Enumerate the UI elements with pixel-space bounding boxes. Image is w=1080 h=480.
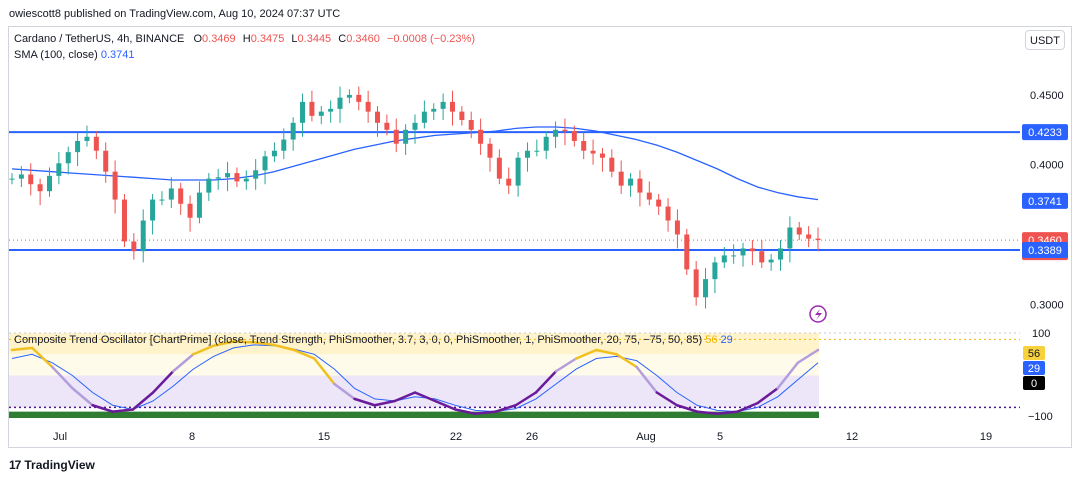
sma-value: 0.3741 [100,49,135,61]
low-value: 0.3445 [297,33,332,45]
close-value: 0.3460 [346,33,380,45]
oscillator-title[interactable]: Composite Trend Oscillator [ChartPrime] … [14,334,703,346]
change-value: −0.0008 (−0.23%) [386,33,475,45]
oscillator-value-1: 56 [705,334,718,346]
oscillator-value-2: 29 [720,334,733,346]
open-value: 0.3469 [202,33,236,45]
high-label: H [242,33,251,45]
high-value: 0.3475 [250,33,285,45]
close-label: C [338,33,347,45]
brand-name: TradingView [24,458,95,472]
sma-legend: SMA (100, close) 0.3741 [14,49,134,61]
footer-brand[interactable]: 17 TradingView [9,458,95,472]
sma-label[interactable]: SMA (100, close) [14,49,98,61]
tradingview-logo-icon: 17 [9,458,21,472]
chart-frame [8,26,1072,448]
open-label: O [193,33,203,45]
symbol-name[interactable]: Cardano / TetherUS, 4h, BINANCE [14,33,185,45]
symbol-legend: Cardano / TetherUS, 4h, BINANCE O0.3469 … [14,33,479,45]
publisher-line: owiescott8 published on TradingView.com,… [9,8,341,20]
low-label: L [291,33,298,45]
oscillator-legend: Composite Trend Oscillator [ChartPrime] … [14,334,733,346]
currency-button[interactable]: USDT [1025,30,1065,50]
